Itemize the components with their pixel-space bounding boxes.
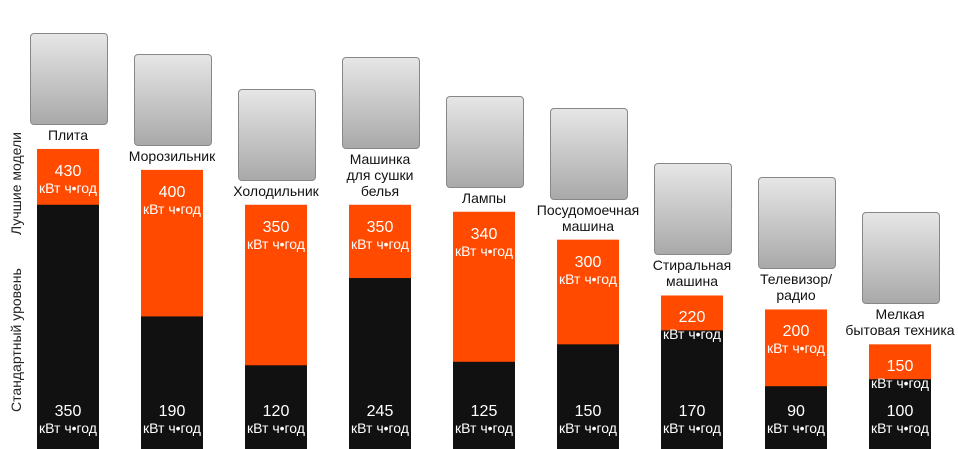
best-value-label: 150 кВт ч•год bbox=[860, 358, 940, 392]
bar-standard bbox=[37, 204, 99, 449]
value-number: 350 bbox=[54, 403, 82, 420]
bar-standard bbox=[661, 330, 723, 449]
best-value-label: 220 кВт ч•год bbox=[652, 309, 732, 343]
value-unit: кВт ч•год bbox=[663, 420, 721, 436]
bar-standard bbox=[869, 379, 931, 449]
value-unit: кВт ч•год bbox=[143, 420, 201, 436]
appliance-icon bbox=[758, 177, 836, 270]
value-number: 190 bbox=[158, 403, 186, 420]
value-number: 350 bbox=[262, 218, 290, 236]
best-value-label: 430 кВт ч•год bbox=[28, 163, 108, 197]
value-number: 170 bbox=[678, 403, 706, 420]
standard-value-label: 100 кВт ч•год bbox=[860, 403, 940, 437]
category-label: Плита bbox=[47, 126, 89, 143]
value-unit: кВт ч•год bbox=[767, 340, 825, 357]
value-unit: кВт ч•год bbox=[559, 420, 617, 436]
value-number: 430 bbox=[54, 162, 82, 180]
value-number: 350 bbox=[366, 218, 394, 236]
best-value-label: 400 кВт ч•год bbox=[132, 184, 212, 218]
category-label: Лампы bbox=[461, 189, 507, 206]
value-unit: кВт ч•год bbox=[871, 375, 929, 392]
value-number: 200 bbox=[782, 323, 810, 341]
best-value-label: 350 кВт ч•год bbox=[340, 219, 420, 253]
bar-standard bbox=[141, 316, 203, 449]
standard-value-label: 190 кВт ч•год bbox=[132, 403, 212, 437]
appliance-icon bbox=[238, 88, 316, 181]
best-value-label: 350 кВт ч•год bbox=[236, 219, 316, 253]
value-unit: кВт ч•год bbox=[663, 326, 721, 343]
category-label: Стиральная машина bbox=[652, 257, 732, 290]
category-label: Холодильник bbox=[233, 182, 319, 199]
value-unit: кВт ч•год bbox=[351, 420, 409, 436]
value-unit: кВт ч•год bbox=[871, 420, 929, 436]
standard-value-label: 90 кВт ч•год bbox=[756, 403, 836, 437]
value-number: 340 bbox=[470, 225, 498, 243]
standard-value-label: 350 кВт ч•год bbox=[28, 403, 108, 437]
best-value-label: 300 кВт ч•год bbox=[548, 254, 628, 288]
value-unit: кВт ч•год bbox=[351, 235, 409, 252]
standard-value-label: 125 кВт ч•год bbox=[444, 403, 524, 437]
value-unit: кВт ч•год bbox=[247, 235, 305, 252]
value-unit: кВт ч•год bbox=[247, 420, 305, 436]
category-label: Морозильник bbox=[128, 147, 216, 164]
appliance-icon bbox=[134, 53, 212, 146]
value-unit: кВт ч•год bbox=[455, 242, 513, 259]
bar-standard bbox=[245, 365, 307, 449]
value-number: 125 bbox=[470, 403, 498, 420]
category-label: Посудомоечная машина bbox=[536, 201, 640, 234]
standard-value-label: 245 кВт ч•год bbox=[340, 403, 420, 437]
appliance-icon bbox=[862, 212, 940, 305]
bar-standard bbox=[765, 386, 827, 449]
legend-standard: Стандартный уровень bbox=[8, 268, 24, 412]
value-unit: кВт ч•год bbox=[143, 200, 201, 217]
standard-value-label: 150 кВт ч•год bbox=[548, 403, 628, 437]
appliance-icon bbox=[342, 56, 420, 149]
value-unit: кВт ч•год bbox=[39, 420, 97, 436]
value-number: 300 bbox=[574, 253, 602, 271]
value-unit: кВт ч•год bbox=[767, 420, 825, 436]
bar-standard bbox=[453, 361, 515, 449]
category-label: Мелкая бытовая техника bbox=[845, 306, 955, 339]
best-value-label: 200 кВт ч•год bbox=[756, 323, 836, 357]
standard-value-label: 120 кВт ч•год bbox=[236, 403, 316, 437]
value-unit: кВт ч•год bbox=[39, 179, 97, 196]
appliance-icon bbox=[654, 163, 732, 256]
appliance-icon bbox=[30, 32, 108, 125]
value-number: 100 bbox=[886, 403, 914, 420]
appliance-icon bbox=[550, 107, 628, 200]
value-number: 90 bbox=[787, 403, 805, 420]
appliance-icon bbox=[446, 95, 524, 188]
best-value-label: 340 кВт ч•год bbox=[444, 226, 524, 260]
value-number: 150 bbox=[574, 403, 602, 420]
category-label: Машинка для сушки белья bbox=[346, 150, 414, 199]
bar-standard bbox=[349, 278, 411, 449]
legend-best: Лучшие модели bbox=[8, 132, 24, 235]
value-number: 120 bbox=[262, 403, 290, 420]
value-number: 400 bbox=[158, 183, 186, 201]
value-number: 150 bbox=[886, 358, 914, 376]
bar-standard bbox=[557, 344, 619, 449]
category-label: Телевизор/ радио bbox=[759, 271, 833, 304]
value-number: 245 bbox=[366, 403, 394, 420]
value-number: 220 bbox=[678, 309, 706, 327]
value-unit: кВт ч•год bbox=[559, 270, 617, 287]
value-unit: кВт ч•год bbox=[455, 420, 513, 436]
standard-value-label: 170 кВт ч•год bbox=[652, 403, 732, 437]
